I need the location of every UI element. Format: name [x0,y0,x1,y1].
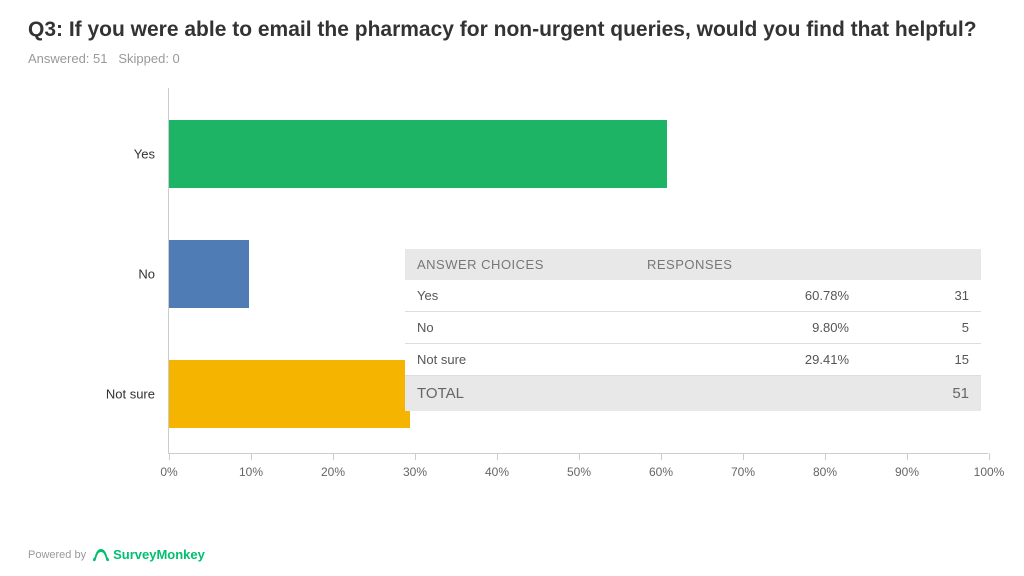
results-table: ANSWER CHOICES RESPONSES Yes60.78%31No9.… [405,249,981,411]
response-meta: Answered: 51 Skipped: 0 [28,51,996,66]
row-label: No [417,320,577,335]
total-label: TOTAL [417,385,909,402]
category-label: Not sure [106,387,155,402]
row-label: Not sure [417,352,577,367]
skipped-count: Skipped: 0 [118,51,179,66]
surveymonkey-icon [92,548,110,562]
x-tick-label: 10% [239,465,263,479]
x-tick-label: 30% [403,465,427,479]
row-pct: 9.80% [577,320,909,335]
bar [169,360,410,428]
x-tick-label: 50% [567,465,591,479]
row-pct: 29.41% [577,352,909,367]
table-header-choices: ANSWER CHOICES [417,257,647,272]
footer: Powered by SurveyMonkey [28,547,205,562]
x-tick-label: 90% [895,465,919,479]
row-count: 31 [909,288,969,303]
brand-name: SurveyMonkey [113,547,205,562]
question-title: Q3: If you were able to email the pharma… [28,16,996,43]
x-tick [333,453,334,460]
x-tick [251,453,252,460]
answered-count: Answered: 51 [28,51,108,66]
x-tick-label: 100% [974,465,1005,479]
bar [169,120,667,188]
row-label: Yes [417,288,577,303]
bar [169,240,249,308]
table-row: Not sure29.41%15 [405,344,981,376]
row-count: 15 [909,352,969,367]
x-tick [415,453,416,460]
total-count: 51 [909,385,969,402]
category-label: No [138,267,155,282]
table-row: Yes60.78%31 [405,280,981,312]
category-label: Yes [134,147,155,162]
x-tick [743,453,744,460]
x-tick [661,453,662,460]
x-tick-label: 60% [649,465,673,479]
x-tick [989,453,990,460]
x-tick [169,453,170,460]
x-tick-label: 0% [160,465,177,479]
x-tick [497,453,498,460]
surveymonkey-brand: SurveyMonkey [92,547,205,562]
powered-by-label: Powered by [28,549,86,561]
row-pct: 60.78% [577,288,909,303]
x-tick [579,453,580,460]
row-count: 5 [909,320,969,335]
table-row: No9.80%5 [405,312,981,344]
axis-corner-tick [168,88,169,94]
x-tick-label: 40% [485,465,509,479]
table-total-row: TOTAL 51 [405,376,981,411]
x-tick-label: 80% [813,465,837,479]
x-tick-label: 70% [731,465,755,479]
x-tick-label: 20% [321,465,345,479]
x-tick [825,453,826,460]
table-header: ANSWER CHOICES RESPONSES [405,249,981,280]
table-header-responses: RESPONSES [647,257,747,272]
x-tick [907,453,908,460]
